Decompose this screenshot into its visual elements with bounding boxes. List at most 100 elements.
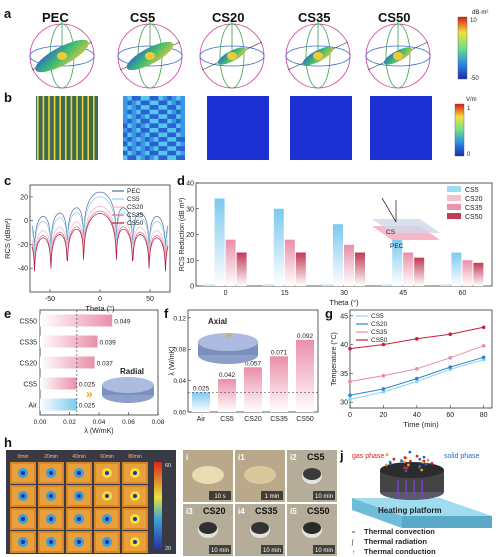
chart-e-value-label: 0.025 [79, 403, 96, 410]
chart-c-xtick: 0 [98, 296, 102, 303]
chart-d-bar-cs35 [344, 244, 354, 286]
chart-d-inset-cs: CS [386, 229, 396, 236]
chart-d-bar-cs5 [322, 284, 332, 286]
chart-d-xtick: 30 [340, 290, 348, 297]
svg-text:↑: ↑ [352, 550, 355, 556]
thermal-colorbar [154, 462, 162, 550]
photo-cell-i5 [287, 504, 337, 556]
photo-time: 10 s [214, 494, 225, 500]
chart-c-xtick: -50 [45, 296, 55, 303]
colorbar-b-bottom: 0 [467, 152, 471, 158]
rcs-3d-patterns: PEC CS5 CS20 CS35 CS50 [29, 10, 431, 89]
thermal-colorbar-bottom: 20 [165, 546, 171, 552]
thermal-colorbar-top: 60 [165, 463, 171, 469]
panel-letter-h: h [4, 435, 12, 450]
chart-c-frame [29, 184, 171, 293]
heat-transfer-schematic: Heating platform gas phase solid phase ≈… [351, 450, 492, 556]
chart-d-xtick: 0 [224, 290, 228, 297]
chart-g-legend-cs50: CS50 [371, 337, 388, 344]
chart-f-value-label: 0.071 [271, 349, 288, 356]
panel-letter-a: a [4, 6, 12, 21]
thermal-cell [38, 531, 64, 553]
thermal-cell [122, 531, 148, 553]
thermal-time-label: 80min [128, 454, 142, 460]
chart-e-xtick: 0.02 [63, 419, 76, 426]
chart-d-legend-cs20: CS20 [465, 196, 483, 203]
chart-g-ylabel: Temperature (°C) [330, 332, 338, 386]
chart-c-series-cs50 [31, 213, 169, 272]
rcs-sphere-cs35 [285, 18, 351, 89]
chart-d-bar-cs20 [273, 208, 284, 286]
chart-f-arrow: ⌄ [224, 326, 234, 340]
thermal-cell [10, 531, 36, 553]
chart-g-ytick: 35 [340, 371, 348, 378]
chart-d-bar-cs35 [403, 252, 414, 286]
chart-d-bar-cs50 [236, 252, 247, 286]
colorbar-a-top: 10 [470, 18, 477, 24]
photo-time: 10 min [315, 548, 333, 554]
chart-g-xtick: 40 [413, 412, 421, 419]
chart-f-value-label: 0.092 [297, 333, 314, 340]
photo-cell-i [183, 450, 233, 502]
photo-label: i1 [238, 453, 245, 462]
chart-d-bar-cs50 [414, 257, 425, 286]
chart-c-series-cs5 [31, 196, 169, 255]
chart-g-line-cs20 [349, 356, 484, 396]
photo-sample-name: CS20 [203, 506, 226, 516]
rcs-sphere-cs5 [117, 18, 183, 89]
photo-sample-name: CS50 [307, 506, 330, 516]
thermal-time-label: 60min [100, 454, 114, 460]
chart-c-legend-cs35: CS35 [127, 212, 144, 219]
panel-letter-j: j [339, 448, 344, 463]
thermal-cell [10, 462, 36, 484]
chart-c-ylabel: RCS (dBm²) [3, 218, 12, 259]
thermal-cell [94, 462, 120, 484]
chart-e-annotation: Radial [120, 367, 144, 376]
legend-conduction: Thermal conduction [364, 547, 436, 556]
gas-phase-label: gas phase [352, 453, 384, 460]
chart-f-xtick: CS5 [220, 416, 234, 423]
chart-d-legend-swatch [447, 204, 461, 210]
chart-d-legend-cs5: CS5 [465, 187, 479, 194]
colorbar-a-bottom: -50 [470, 76, 479, 82]
chart-d-xlabel: Theta (°) [329, 298, 359, 307]
chart-d-bar-cs5 [381, 284, 392, 286]
chart-f-xtick: CS35 [270, 416, 288, 423]
chart-d-bar-cs20 [392, 239, 403, 286]
colorbar-b: V/m 1 0 [454, 97, 477, 158]
chart-e-bar-air [40, 398, 77, 411]
chart-d-legend-swatch [447, 195, 461, 201]
chart-g-point-cs35 [348, 379, 352, 384]
chart-f-xtick: Air [197, 416, 206, 423]
chart-f-ytick: 0.04 [173, 378, 186, 385]
thermal-cell [94, 531, 120, 553]
chart-f-ytick: 0.00 [173, 410, 186, 417]
solid-phase-label: solid phase [444, 453, 480, 460]
chart-d-ytick: 40 [186, 181, 194, 188]
chart-c-ytick: -20 [18, 242, 28, 249]
chart-f-axial-disc [198, 333, 258, 364]
photo-cell-i4 [235, 504, 285, 556]
chart-e-value-label: 0.039 [100, 340, 117, 347]
chart-g-point-cs50 [481, 325, 486, 330]
chart-e-bar-cs50 [40, 314, 113, 327]
chart-f-bar-air [192, 392, 210, 412]
chart-c-legend-cs5: CS5 [127, 196, 140, 203]
chart-f-annotation: Axial [208, 317, 227, 326]
photo-time: 10 min [315, 494, 333, 500]
thermal-cell [122, 485, 148, 507]
chart-e-category: CS5 [23, 382, 37, 389]
chart-g-point-cs35 [448, 356, 453, 360]
chart-f-value-label: 0.042 [219, 372, 236, 379]
chart-g-legend-cs35: CS35 [371, 329, 388, 336]
chart-g-point-cs5 [415, 379, 419, 384]
chart-f-xtick: CS20 [244, 416, 262, 423]
chart-f: 0.00 0.04 0.08 0.12 0.025 Air 0.042 CS5 0.057 CS2… [169, 309, 319, 423]
chart-g-point-cs20 [481, 355, 486, 360]
thermal-time-label: 40min [72, 454, 86, 460]
chart-d-inset: CS PEC [372, 197, 440, 250]
photo-cell-i3 [183, 504, 233, 556]
chart-d-xtick: 15 [281, 290, 289, 297]
